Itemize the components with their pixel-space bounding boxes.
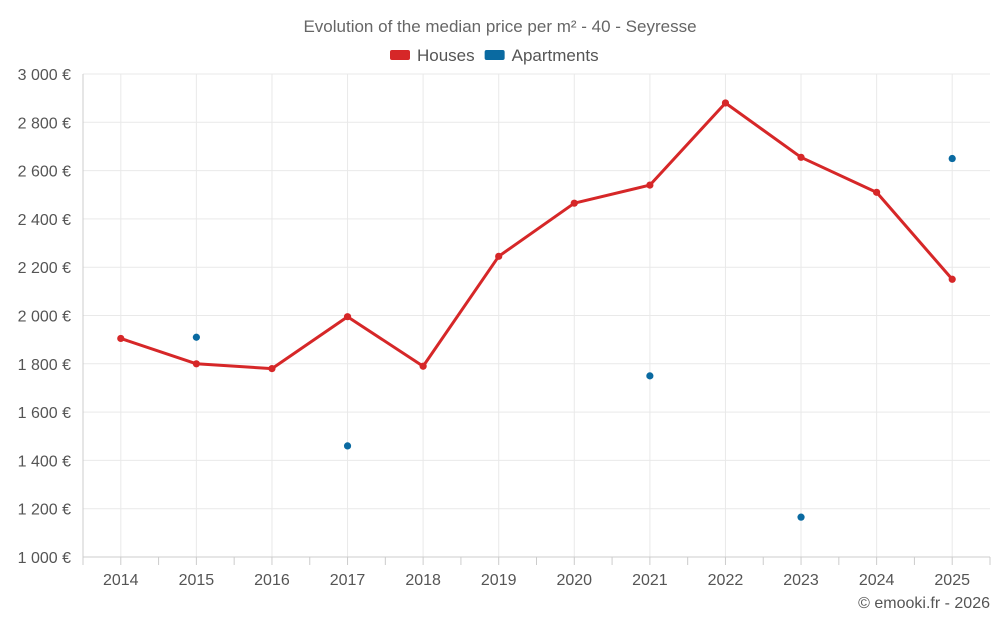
apartments-legend-label[interactable]: Apartments xyxy=(512,46,599,65)
houses-point[interactable] xyxy=(721,99,730,107)
houses-point[interactable] xyxy=(797,153,805,161)
x-tick-label: 2017 xyxy=(330,572,366,589)
y-tick-label: 1 400 € xyxy=(18,453,71,470)
x-tick-label: 2019 xyxy=(481,572,517,589)
houses-series-line xyxy=(120,101,954,371)
houses-point[interactable] xyxy=(873,188,881,196)
houses-point[interactable] xyxy=(192,360,200,368)
houses-point[interactable] xyxy=(646,181,654,189)
credit-text: © emooki.fr - 2026 xyxy=(858,595,990,612)
houses-point[interactable] xyxy=(495,252,503,260)
axes: 1 000 € 1 200 € 1 400 € 1 600 € 1 800 € 2 000… xyxy=(18,67,991,589)
y-tick-label: 2 800 € xyxy=(18,115,71,132)
apartments-point[interactable] xyxy=(646,372,654,380)
apartments-point[interactable] xyxy=(192,333,200,341)
y-tick-label: 2 200 € xyxy=(18,260,71,277)
x-tick-label: 2024 xyxy=(859,572,895,589)
houses-point[interactable] xyxy=(419,362,427,370)
x-tick-label: 2016 xyxy=(254,572,290,589)
grid xyxy=(83,73,990,557)
legend: Houses Apartments xyxy=(390,46,599,65)
apartments-point[interactable] xyxy=(343,442,352,450)
x-tick-label: 2020 xyxy=(556,572,592,589)
y-tick-label: 3 000 € xyxy=(18,67,71,84)
apartments-legend-swatch xyxy=(484,50,505,60)
x-tick-label: 2018 xyxy=(405,572,441,589)
houses-point[interactable] xyxy=(570,199,578,207)
y-tick-label: 2 400 € xyxy=(18,212,71,229)
houses-point[interactable] xyxy=(343,313,352,321)
houses-legend-swatch xyxy=(390,50,410,60)
y-tick-label: 1 200 € xyxy=(18,502,71,519)
houses-point[interactable] xyxy=(268,365,276,373)
x-tick-label: 2025 xyxy=(934,572,970,589)
y-tick-label: 1 800 € xyxy=(18,357,71,374)
houses-point[interactable] xyxy=(117,334,125,343)
x-tick-label: 2015 xyxy=(179,572,215,589)
y-tick-label: 2 000 € xyxy=(18,309,71,326)
houses-point[interactable] xyxy=(948,275,956,283)
x-tick-label: 2022 xyxy=(708,572,744,589)
apartments-point[interactable] xyxy=(948,154,956,163)
y-tick-label: 1 600 € xyxy=(18,405,71,422)
y-tick-label: 2 600 € xyxy=(18,164,71,181)
x-tick-label: 2023 xyxy=(783,572,819,589)
chart-title: Evolution of the median price per m² - 4… xyxy=(303,17,696,36)
houses-legend-label[interactable]: Houses xyxy=(417,46,475,65)
x-tick-label: 2021 xyxy=(632,572,668,589)
y-tick-label: 1 000 € xyxy=(18,550,71,567)
apartments-point[interactable] xyxy=(797,513,805,521)
x-tick-label: 2014 xyxy=(103,572,139,589)
series-layer xyxy=(117,99,956,521)
